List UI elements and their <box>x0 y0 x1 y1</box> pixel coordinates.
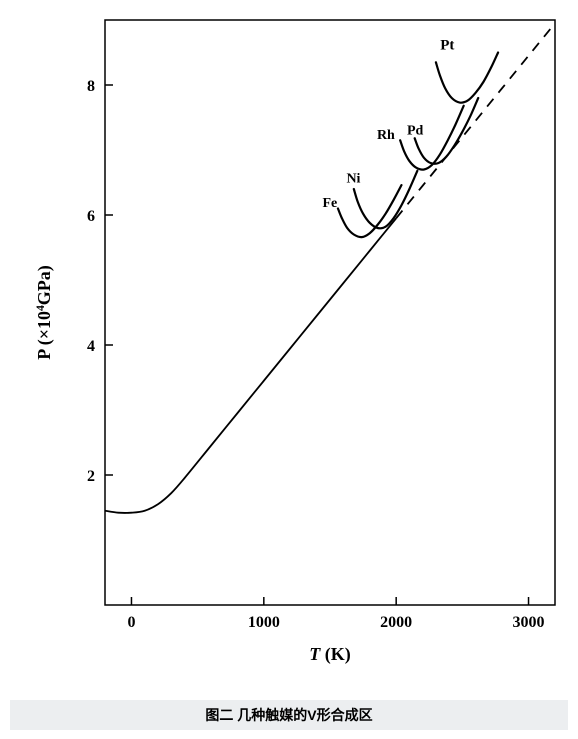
series-label-rh: Rh <box>377 128 395 143</box>
y-tick-label: 8 <box>87 78 95 95</box>
series-label-ni: Ni <box>346 172 360 187</box>
equilibrium-curve-dashed <box>396 23 555 218</box>
figure-caption-bar: 图二 几种触媒的V形合成区 <box>10 700 568 730</box>
x-axis-label: T (K) <box>309 644 351 665</box>
series-label-pt: Pt <box>440 37 454 53</box>
v-curve-ni <box>354 171 418 229</box>
y-tick-label: 4 <box>87 338 95 355</box>
x-tick-label: 1000 <box>248 614 280 631</box>
y-tick-label: 6 <box>87 208 95 225</box>
x-tick-label: 0 <box>127 614 135 631</box>
series-label-pd: Pd <box>407 123 424 138</box>
x-tick-label: 2000 <box>380 614 412 631</box>
x-tick-label: 3000 <box>513 614 545 631</box>
plot-frame <box>105 20 555 605</box>
chart-container: 0 1000 2000 3000 2 4 6 8 T (K) P (×104GPa) Fe Ni Rh P… <box>0 0 578 690</box>
equilibrium-curve-solid <box>105 218 396 513</box>
figure-caption: 图二 几种触媒的V形合成区 <box>205 705 372 725</box>
v-curve-fe <box>338 185 402 237</box>
y-axis-label: P (×104GPa) <box>34 265 56 360</box>
page: 0 1000 2000 3000 2 4 6 8 T (K) P (×104GPa) Fe Ni Rh P… <box>0 0 578 739</box>
v-curve-pd <box>415 98 479 164</box>
phase-diagram-chart: 0 1000 2000 3000 2 4 6 8 T (K) P (×104GPa) Fe Ni Rh P… <box>0 0 578 690</box>
v-curve-pt <box>436 53 498 103</box>
series-label-fe: Fe <box>323 196 338 211</box>
y-tick-label: 2 <box>87 468 95 485</box>
